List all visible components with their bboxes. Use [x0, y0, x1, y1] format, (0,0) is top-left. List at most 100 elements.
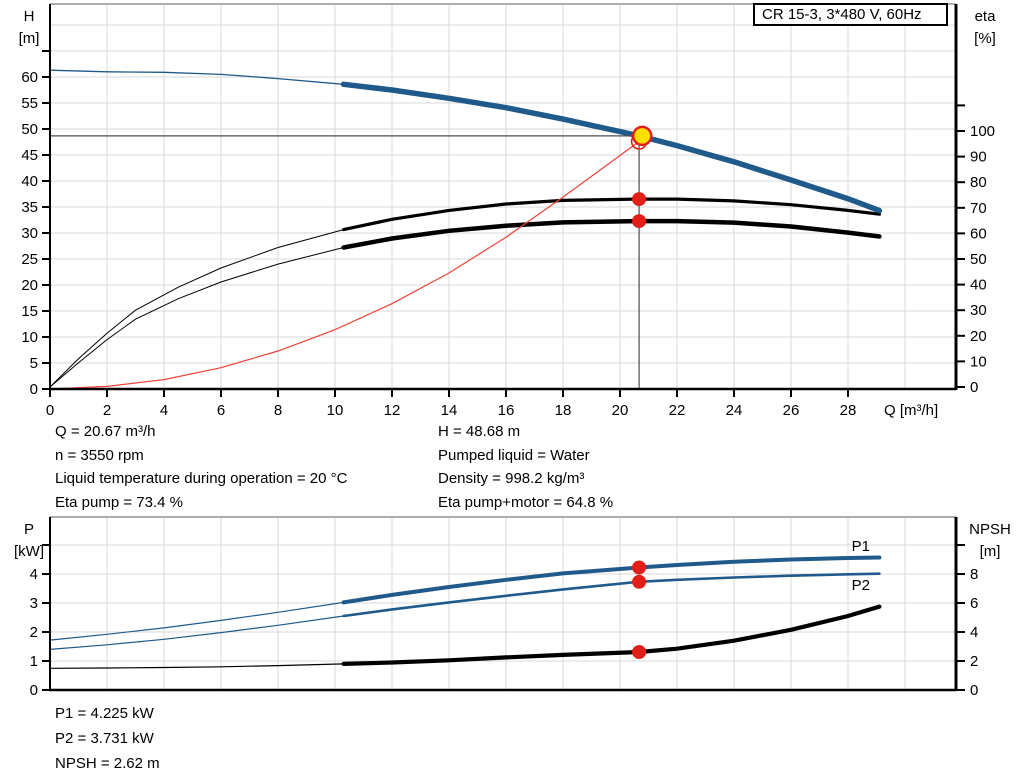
svg-text:4: 4: [970, 624, 978, 641]
head-curve-thin: [49, 69, 344, 85]
svg-text:0: 0: [970, 379, 978, 396]
svg-text:50: 50: [21, 121, 38, 138]
svg-text:28: 28: [840, 402, 857, 419]
eta-pump-curve: [342, 197, 881, 232]
duty-eta-total-text: Eta pump+motor = 64.8 %: [438, 493, 614, 511]
svg-text:25: 25: [21, 251, 38, 268]
p-axis-title: P [kW]: [6, 519, 52, 563]
eta-axis-title: eta [%]: [962, 6, 1008, 50]
system-curve-curve: [49, 141, 640, 390]
p2-duty-dot: [632, 574, 647, 589]
svg-text:0: 0: [30, 381, 38, 398]
svg-text:0: 0: [970, 682, 978, 699]
h-axis-title-line1: H: [23, 8, 35, 25]
eta-motor-duty-dot: [632, 214, 647, 229]
p1-curve-label: P1: [852, 538, 870, 555]
power-info: P1 = 4.225 kW P2 = 3.731 kW NPSH = 2.62 …: [55, 701, 160, 776]
svg-text:10: 10: [327, 402, 344, 419]
svg-text:50: 50: [970, 251, 987, 268]
duty-info-left: Q = 20.67 m³/h n = 3550 rpm Liquid tempe…: [55, 420, 347, 514]
svg-text:80: 80: [970, 174, 987, 191]
head-curve: [340, 81, 883, 214]
svg-text:6: 6: [217, 402, 225, 419]
npsh-duty-dot: [632, 645, 647, 660]
svg-text:60: 60: [21, 69, 38, 86]
h-axis-title-line2: [m]: [18, 30, 40, 47]
svg-text:70: 70: [970, 200, 987, 217]
npsh-axis-title-line1: NPSH: [969, 521, 1011, 538]
eta-pump-duty-dot: [632, 192, 647, 207]
svg-text:12: 12: [384, 402, 401, 419]
svg-text:15: 15: [21, 303, 38, 320]
npsh-value-text: NPSH = 2.62 m: [55, 755, 160, 772]
svg-text:2: 2: [103, 402, 111, 419]
p1-curve-thin: [49, 601, 344, 641]
svg-text:90: 90: [970, 149, 987, 166]
svg-text:45: 45: [21, 147, 38, 164]
svg-text:16: 16: [498, 402, 515, 419]
svg-text:6: 6: [970, 595, 978, 612]
eta-pump-motor-curve: [341, 218, 882, 250]
duty-info-right: H = 48.68 m Pumped liquid = Water Densit…: [438, 420, 613, 514]
eta-axis-title-line2: [%]: [974, 30, 996, 47]
svg-text:20: 20: [21, 277, 38, 294]
svg-text:8: 8: [970, 566, 978, 583]
duty-point-marker[interactable]: [632, 125, 653, 147]
svg-text:40: 40: [970, 277, 987, 294]
p-axis-title-line2: [kW]: [14, 543, 44, 560]
duty-head-text: H = 48.68 m: [438, 423, 521, 440]
p1-curve: [341, 555, 882, 605]
duty-q-text: Q = 20.67 m³/h: [55, 423, 156, 440]
svg-text:100: 100: [970, 123, 995, 140]
svg-text:22: 22: [669, 402, 686, 419]
duty-temperature-text: Liquid temperature during operation = 20…: [55, 470, 348, 487]
p-axis-title-line1: P: [23, 521, 34, 538]
svg-text:5: 5: [30, 355, 38, 372]
duty-density-text: Density = 998.2 kg/m³: [438, 470, 585, 487]
svg-text:1: 1: [30, 653, 38, 670]
svg-text:8: 8: [274, 402, 282, 419]
duty-speed-text: n = 3550 rpm: [55, 446, 144, 464]
npsh-axis-title: NPSH [m]: [960, 519, 1020, 563]
npsh-axis-title-line2: [m]: [979, 543, 1001, 560]
h-axis-title: H [m]: [6, 6, 52, 50]
eta-axis-title-line1: eta: [974, 8, 996, 25]
svg-text:30: 30: [970, 302, 987, 319]
p2-curve-label: P2: [852, 577, 870, 594]
npsh-curve: [341, 604, 882, 666]
svg-text:0: 0: [30, 682, 38, 699]
svg-text:55: 55: [21, 95, 38, 112]
svg-text:18: 18: [555, 402, 572, 419]
eta-pump-motor-curve-thin: [49, 247, 344, 388]
svg-text:40: 40: [21, 173, 38, 190]
svg-text:20: 20: [612, 402, 629, 419]
svg-text:2: 2: [970, 653, 978, 670]
pump-designation-box: CR 15-3, 3*480 V, 60Hz: [753, 3, 948, 26]
svg-text:30: 30: [21, 225, 38, 242]
svg-text:4: 4: [160, 402, 168, 419]
p2-value-text: P2 = 3.731 kW: [55, 730, 154, 747]
head-eta-chart: 0510152025303540455055600102030405060708…: [21, 3, 995, 419]
svg-text:3: 3: [30, 595, 38, 612]
duty-liquid-text: Pumped liquid = Water: [438, 446, 590, 464]
svg-text:26: 26: [783, 402, 800, 419]
svg-text:10: 10: [970, 353, 987, 370]
p1-value-text: P1 = 4.225 kW: [55, 705, 154, 722]
eta-pump-curve-thin: [49, 229, 344, 388]
svg-text:4: 4: [30, 566, 38, 583]
p1-duty-dot: [632, 560, 647, 575]
svg-text:10: 10: [21, 329, 38, 346]
duty-eta-pump-text: Eta pump = 73.4 %: [55, 493, 183, 511]
svg-text:24: 24: [726, 402, 743, 419]
p2-curve-thin: [49, 615, 344, 650]
svg-text:2: 2: [30, 624, 38, 641]
svg-text:20: 20: [970, 328, 987, 345]
p2-curve: [342, 572, 881, 618]
npsh-curve-thin: [49, 663, 344, 669]
svg-text:35: 35: [21, 199, 38, 216]
svg-text:14: 14: [441, 402, 458, 419]
svg-text:Q [m³/h]: Q [m³/h]: [884, 402, 938, 419]
svg-text:0: 0: [46, 402, 54, 419]
